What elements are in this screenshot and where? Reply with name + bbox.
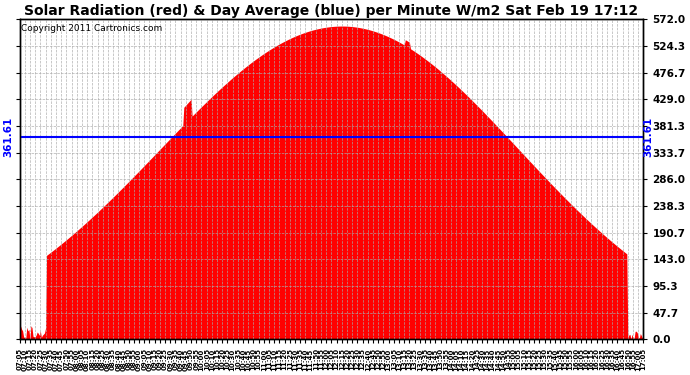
Text: 361.61: 361.61 [644,117,653,157]
Title: Solar Radiation (red) & Day Average (blue) per Minute W/m2 Sat Feb 19 17:12: Solar Radiation (red) & Day Average (blu… [24,4,638,18]
Text: Copyright 2011 Cartronics.com: Copyright 2011 Cartronics.com [21,24,162,33]
Text: 361.61: 361.61 [3,117,13,157]
